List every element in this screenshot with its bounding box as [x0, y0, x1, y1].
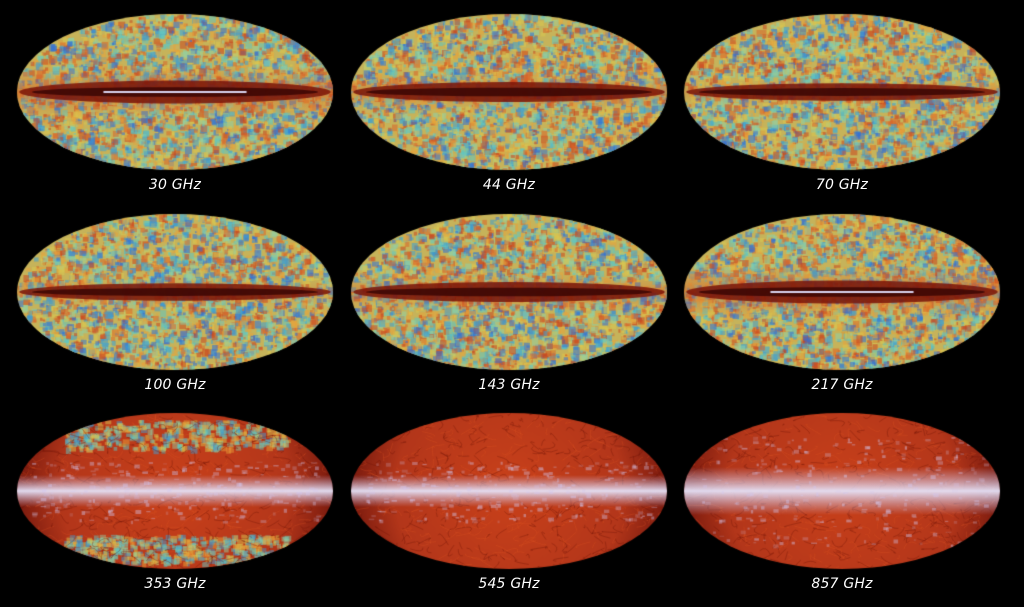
frequency-label: 44 GHz: [482, 177, 536, 193]
sky-map-panel: 545 GHz: [350, 412, 668, 596]
sky-map-panel: 143 GHz: [350, 213, 668, 397]
frequency-label: 857 GHz: [811, 576, 873, 592]
frequency-label: 30 GHz: [148, 177, 202, 193]
frequency-label: 70 GHz: [815, 177, 869, 193]
sky-map-panel: 30 GHz: [16, 13, 334, 197]
all-sky-map: [683, 412, 1001, 570]
sky-map-panel: 217 GHz: [683, 213, 1001, 397]
sky-map-panel: 353 GHz: [16, 412, 334, 596]
frequency-label: 143 GHz: [478, 377, 540, 393]
all-sky-map: [16, 13, 334, 171]
sky-map-panel: 70 GHz: [683, 13, 1001, 197]
frequency-label: 217 GHz: [811, 377, 873, 393]
all-sky-map: [683, 213, 1001, 371]
all-sky-map: [350, 412, 668, 570]
all-sky-map: [16, 412, 334, 570]
all-sky-map: [16, 213, 334, 371]
all-sky-map: [350, 213, 668, 371]
frequency-label: 100 GHz: [144, 377, 206, 393]
all-sky-map: [350, 13, 668, 171]
frequency-label: 545 GHz: [478, 576, 540, 592]
frequency-label: 353 GHz: [144, 576, 206, 592]
sky-map-panel: 44 GHz: [350, 13, 668, 197]
all-sky-map: [683, 13, 1001, 171]
sky-map-panel: 100 GHz: [16, 213, 334, 397]
sky-map-panel: 857 GHz: [683, 412, 1001, 596]
